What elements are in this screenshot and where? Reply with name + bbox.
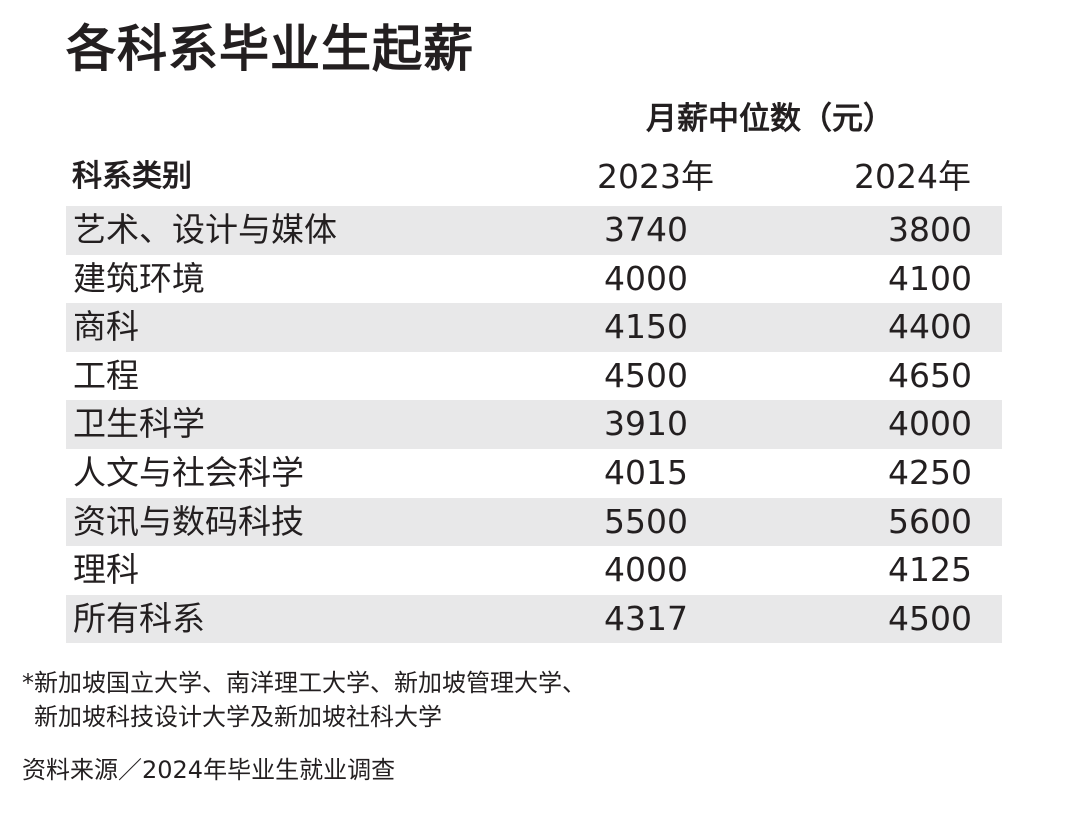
footnote-line-1: *新加坡国立大学、南洋理工大学、新加坡管理大学、 (22, 669, 586, 697)
category-cell: 人文与社会科学 (73, 452, 304, 492)
category-cell: 所有科系 (73, 598, 205, 638)
table-row: 工程 4500 4650 (66, 352, 1002, 401)
value-2023-cell: 5500 (604, 501, 688, 541)
value-2023-cell: 4150 (604, 307, 688, 347)
category-cell: 理科 (73, 550, 139, 590)
table-row: 艺术、设计与媒体 3740 3800 (66, 206, 1002, 255)
value-2024-cell: 4650 (888, 355, 972, 395)
column-header-category: 科系类别 (72, 159, 192, 194)
value-2023-cell: 4015 (604, 452, 688, 492)
table-row: 商科 4150 4400 (66, 303, 1002, 352)
value-2024-cell: 4100 (888, 258, 972, 298)
value-2024-cell: 4500 (888, 598, 972, 638)
footnote: *新加坡国立大学、南洋理工大学、新加坡管理大学、 新加坡科技设计大学及新加坡社科… (22, 666, 586, 734)
table-row: 理科 4000 4125 (66, 546, 1002, 595)
value-2024-cell: 4250 (888, 452, 972, 492)
category-cell: 卫生科学 (73, 404, 205, 444)
value-2024-cell: 5600 (888, 501, 972, 541)
value-2023-cell: 4317 (604, 598, 688, 638)
category-cell: 艺术、设计与媒体 (73, 210, 337, 249)
value-2024-cell: 3800 (888, 210, 972, 249)
table-row: 资讯与数码科技 5500 5600 (66, 497, 1002, 547)
value-2024-cell: 4000 (888, 404, 972, 444)
value-2023-cell: 4000 (604, 550, 688, 590)
chart-title: 各科系毕业生起薪 (66, 20, 474, 78)
value-2023-cell: 3910 (604, 404, 688, 444)
value-2023-cell: 3740 (604, 210, 688, 249)
table-row: 人文与社会科学 4015 4250 (66, 449, 1002, 498)
value-2024-cell: 4400 (888, 307, 972, 347)
table-row: 所有科系 4317 4500 (66, 594, 1002, 644)
category-cell: 建筑环境 (73, 258, 205, 298)
value-2023-cell: 4500 (604, 355, 688, 395)
table-row: 卫生科学 3910 4000 (66, 400, 1002, 449)
value-2024-cell: 4125 (888, 550, 972, 590)
salary-table: 艺术、设计与媒体 3740 3800 建筑环境 4000 4100 商科 415… (66, 206, 1002, 644)
footnote-line-2: 新加坡科技设计大学及新加坡社科大学 (34, 703, 442, 731)
group-header-median-monthly-salary: 月薪中位数（元） (646, 101, 894, 137)
category-cell: 商科 (73, 307, 139, 347)
column-header-2023: 2023年 (597, 157, 714, 196)
category-cell: 资讯与数码科技 (73, 501, 304, 541)
source-note: 资料来源／2024年毕业生就业调查 (22, 756, 396, 784)
column-header-2024: 2024年 (854, 157, 971, 196)
category-cell: 工程 (73, 355, 139, 395)
table-row: 建筑环境 4000 4100 (66, 255, 1002, 304)
value-2023-cell: 4000 (604, 258, 688, 298)
